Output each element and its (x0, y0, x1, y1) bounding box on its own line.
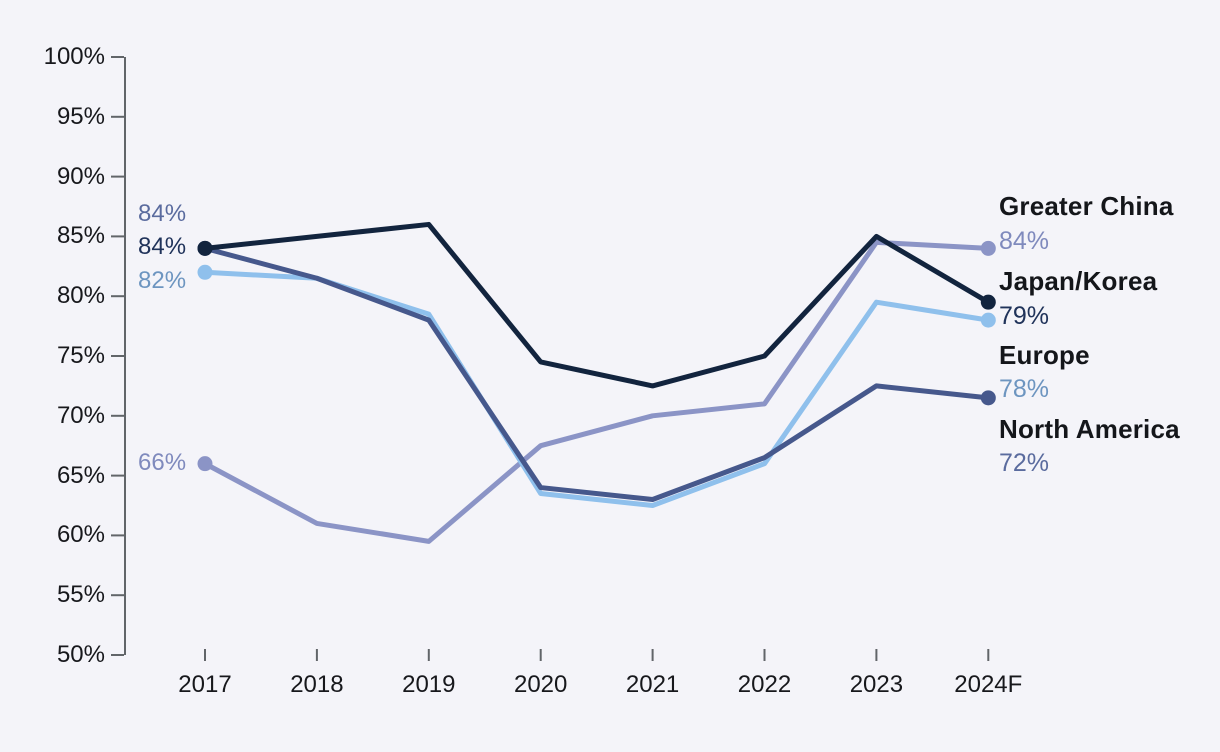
x-axis-tick-label: 2024F (954, 671, 1023, 698)
series-name-greater-china: Greater China (999, 191, 1174, 221)
series-end-dot-japan-korea (980, 294, 996, 310)
series-line-north-america (202, 245, 991, 503)
end-value-label-greater-china: 84% (999, 227, 1050, 255)
y-axis-tick-label: 75% (56, 342, 105, 369)
series-end-dot-greater-china (980, 240, 996, 256)
y-axis-tick-label: 80% (56, 282, 105, 310)
x-axis-tick-label: 2017 (178, 671, 232, 698)
y-axis-tick-label: 100% (43, 43, 105, 70)
series-name-japan-korea: Japan/Korea (999, 266, 1158, 296)
series-name-north-america: North America (999, 414, 1180, 444)
series-line-greater-china (202, 239, 991, 544)
start-value-label-greater-china: 66% (138, 449, 187, 476)
y-axis-tick-label: 65% (56, 461, 105, 489)
start-value-label-europe: 82% (138, 267, 187, 294)
y-axis-tick-label: 55% (56, 581, 105, 609)
y-axis-tick-label: 85% (56, 222, 105, 250)
y-axis-tick-label: 90% (56, 162, 105, 190)
x-axis-tick-label: 2023 (849, 671, 904, 698)
series-start-dot-greater-china (197, 456, 213, 472)
end-value-label-europe: 78% (999, 375, 1050, 403)
x-axis-tick-label: 2018 (290, 671, 344, 698)
x-axis-tick-label: 2019 (402, 671, 456, 698)
start-value-label-japan-korea: 84% (138, 233, 187, 260)
y-axis-tick-label: 70% (56, 401, 105, 429)
start-value-label-north-america: 84% (138, 200, 187, 227)
y-axis-tick-label: 50% (56, 641, 105, 668)
x-axis-tick-label: 2021 (625, 671, 680, 698)
series-start-dot-japan-korea (197, 240, 213, 256)
series-name-europe: Europe (999, 340, 1090, 370)
x-axis-tick-label: 2022 (737, 671, 792, 698)
end-value-label-north-america: 72% (999, 449, 1050, 477)
series-start-dot-europe (197, 264, 213, 280)
x-axis-tick-label: 2020 (513, 671, 568, 698)
series-line-japan-korea (202, 221, 991, 389)
y-axis-tick-label: 95% (56, 102, 105, 130)
series-end-dot-europe (980, 312, 996, 328)
series-end-dot-north-america (980, 390, 996, 406)
y-axis-tick-label: 60% (56, 521, 105, 549)
end-value-label-japan-korea: 79% (999, 302, 1050, 330)
